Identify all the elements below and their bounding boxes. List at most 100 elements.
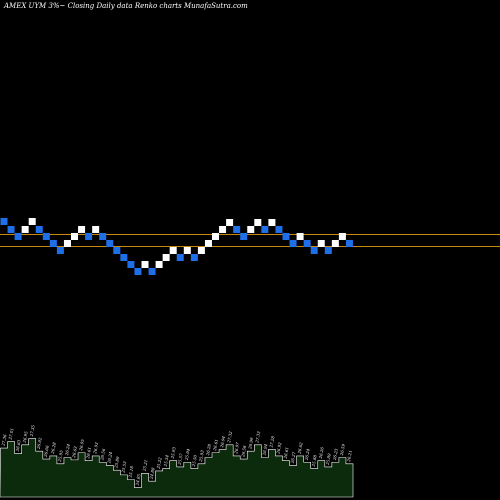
renko-brick-down: [14, 233, 22, 240]
volume-label: 26.59: [339, 443, 346, 457]
volume-label: 25.89: [113, 456, 120, 470]
renko-brick-up: [78, 226, 86, 233]
volume-label: 26.97: [233, 442, 240, 456]
volume-label: 26.61: [282, 447, 289, 460]
renko-brick-down: [282, 233, 290, 240]
volume-label: 25.93: [170, 446, 177, 460]
volume-label: 26.21: [346, 450, 353, 463]
volume-label: 26.63: [71, 445, 78, 459]
volume-label: 25.89: [325, 453, 332, 467]
renko-brick-down: [56, 247, 64, 254]
renko-brick-down: [176, 254, 184, 261]
volume-label: 26.62: [296, 442, 303, 456]
renko-brick-down: [324, 247, 332, 254]
volume-label: 27.01: [7, 428, 14, 441]
renko-brick-down: [106, 240, 114, 247]
renko-brick-down: [289, 240, 297, 247]
renko-brick-up: [169, 247, 177, 254]
renko-brick-down: [240, 233, 248, 240]
renko-brick-down: [134, 268, 142, 275]
volume-label: 26.28: [205, 443, 212, 457]
volume-label: 26.95: [78, 438, 85, 452]
volume-label: 26.61: [212, 439, 219, 452]
renko-brick-down: [49, 240, 57, 247]
renko-brick-up: [63, 240, 71, 247]
volume-fill: [0, 438, 354, 498]
renko-brick-down: [99, 233, 107, 240]
volume-label: 25.50: [191, 454, 198, 468]
volume-label: 25.54: [163, 454, 170, 468]
volume-area: [0, 438, 354, 498]
renko-brick-up: [331, 240, 339, 247]
volume-label: 25.53: [120, 460, 127, 474]
renko-brick-up: [197, 247, 205, 254]
renko-brick-down: [113, 247, 121, 254]
renko-brick-down: [127, 261, 135, 268]
volume-label: 26.66: [43, 445, 50, 459]
renko-brick-up: [226, 219, 234, 226]
reference-lines: [0, 234, 500, 247]
renko-brick-up: [219, 226, 227, 233]
volume-label: 25.93: [198, 449, 205, 463]
volume-label: 25.21: [141, 459, 148, 472]
volume-label: 26.26: [318, 446, 325, 460]
volume-label: 26.28: [50, 442, 57, 456]
renko-brick-up: [21, 226, 29, 233]
volume-label: 25.57: [177, 453, 184, 467]
volume-label: 26.58: [240, 445, 247, 459]
renko-brick-down: [190, 254, 198, 261]
chart-title: AMEX UYM 3%~ Closing Daily data Renko ch…: [3, 2, 248, 10]
volume-label: 26.24: [304, 448, 311, 462]
volume-label: 26.61: [85, 447, 92, 460]
renko-brick-down: [345, 240, 353, 247]
volume-label: 25.95: [57, 449, 64, 463]
renko-brick-down: [275, 226, 283, 233]
volume-label: 27.36: [0, 434, 7, 448]
renko-brick-down: [35, 226, 43, 233]
volume-label: 26.23: [332, 448, 339, 462]
volume-label: 25.18: [127, 465, 134, 479]
renko-brick-down: [303, 240, 311, 247]
renko-brick-up: [268, 219, 276, 226]
renko-brick-down: [148, 268, 156, 275]
volume-label: 25.88: [311, 454, 318, 468]
renko-brick-down: [42, 233, 50, 240]
volume-label: 26.99: [247, 437, 254, 451]
renko-brick-up: [204, 240, 212, 247]
renko-bricks: [0, 218, 353, 275]
volume-label: 26.27: [289, 451, 296, 465]
renko-brick-down: [7, 226, 15, 233]
volume-label: 26.94: [261, 443, 268, 457]
volume-label: 26.56: [99, 448, 106, 462]
renko-brick-up: [254, 219, 262, 226]
renko-brick-up: [71, 233, 78, 240]
volume-label: 25.94: [184, 448, 191, 462]
volume-label: 26.24: [106, 451, 113, 465]
renko-brick-down: [85, 233, 93, 240]
volume-label: 25.22: [155, 457, 162, 471]
renko-brick-up: [338, 233, 346, 240]
volume-label: 24.85: [134, 473, 141, 487]
renko-brick-up: [92, 226, 100, 233]
volume-label: 26.94: [219, 435, 226, 449]
renko-brick-up: [162, 254, 170, 261]
renko-brick-up: [155, 261, 163, 268]
volume-label: 27.35: [29, 424, 36, 438]
volume-label: 26.63: [14, 439, 21, 453]
volume-label: 26.92: [36, 437, 43, 451]
renko-brick-up: [183, 247, 191, 254]
renko-brick-down: [261, 226, 269, 233]
volume-label: 27.33: [254, 430, 261, 444]
renko-brick-down: [233, 226, 241, 233]
volume-label: 24.88: [148, 467, 155, 481]
renko-brick-down: [120, 254, 128, 261]
renko-brick-down: [0, 218, 8, 225]
volume-label: 26.93: [92, 442, 99, 456]
renko-brick-up: [141, 261, 149, 268]
renko-brick-up: [28, 218, 36, 225]
volume-label: 27.32: [226, 430, 233, 444]
renko-brick-up: [296, 233, 304, 240]
renko-brick-down: [310, 247, 318, 254]
